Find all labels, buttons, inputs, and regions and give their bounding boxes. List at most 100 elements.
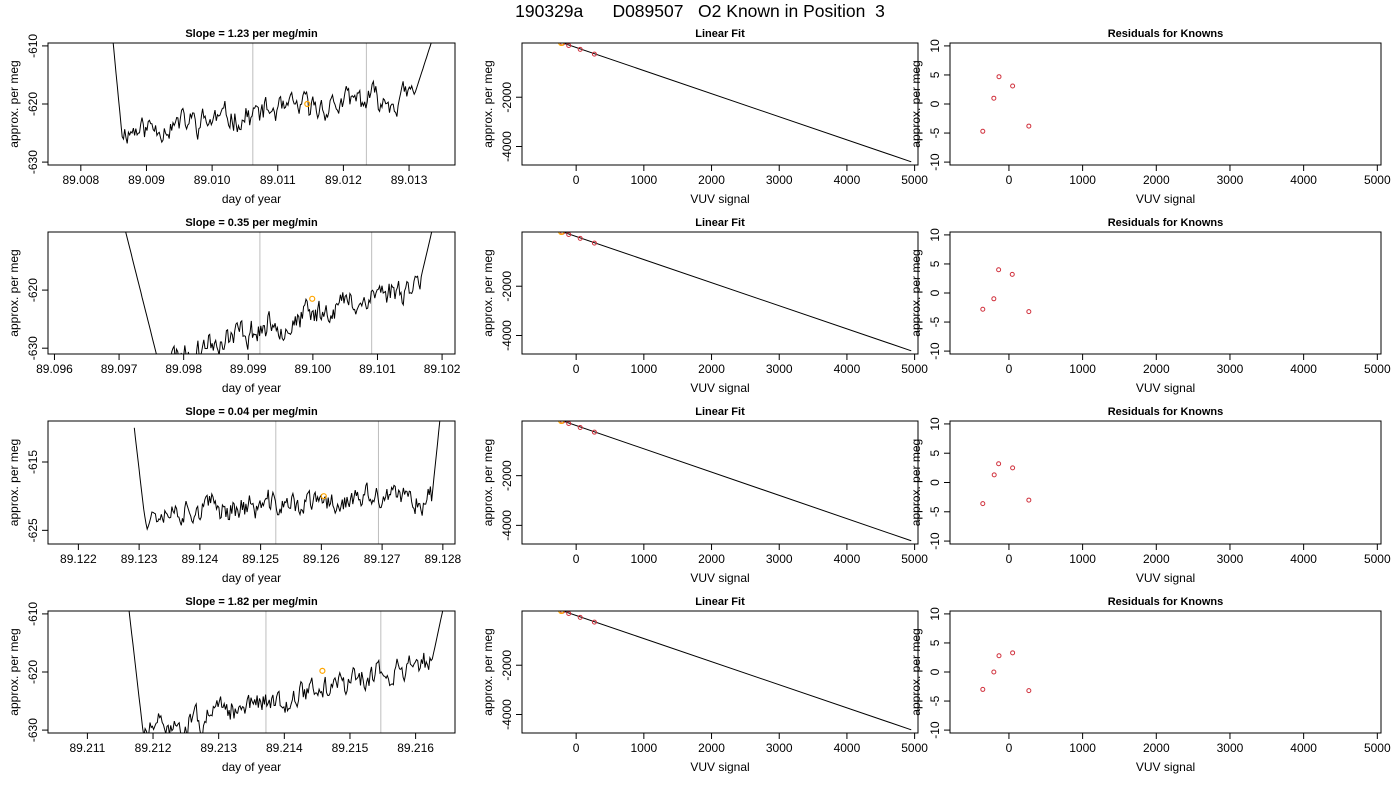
x-axis-label: day of year	[222, 381, 281, 395]
y-tick-label: -4000	[500, 510, 514, 541]
y-tick-label: -4000	[500, 699, 514, 730]
y-axis-label: approx. per meg	[481, 249, 495, 336]
chart-panel-resid-3: Residuals for Knowns 0 1000 2000 3000 4000 500…	[909, 406, 1391, 585]
x-tick-label: 0	[1006, 741, 1013, 755]
chart-panel-resid-2: Residuals for Knowns 0 1000 2000 3000 4000 500…	[909, 217, 1391, 395]
x-tick-label: 2000	[1143, 362, 1170, 376]
x-tick-label: 5000	[1364, 362, 1391, 376]
x-tick-label: 1000	[1069, 362, 1096, 376]
x-tick-label: 89.012	[325, 173, 362, 187]
chart-panel-resid-1: Residuals for Knowns 0 1000 2000 3000 4000 500…	[909, 28, 1391, 206]
sample-marker	[558, 611, 565, 615]
y-tick-label: 0	[928, 289, 942, 296]
known-point	[550, 227, 554, 231]
x-tick-label: 1000	[630, 552, 657, 566]
plot-content	[980, 267, 1032, 315]
residual-point	[991, 296, 997, 302]
x-tick-label: 89.009	[128, 173, 165, 187]
y-axis-label: approx. per meg	[7, 628, 21, 715]
y-tick-label: -625	[26, 518, 40, 542]
y-tick-label: -2000	[500, 650, 514, 681]
plot-content	[112, 43, 432, 165]
residual-point	[991, 95, 997, 101]
y-tick-label: 10	[928, 607, 942, 621]
x-axis-label: VUV signal	[690, 192, 749, 206]
chart-panel-fit-2: Linear Fit 0 1000 2000 3000 4000 5000 -2000 -400…	[481, 217, 928, 395]
panel-title: Linear Fit	[695, 596, 745, 608]
x-axis-label: day of year	[222, 571, 281, 585]
x-axis-label: day of year	[222, 192, 281, 206]
x-tick-label: 2000	[698, 173, 725, 187]
plot-content	[133, 421, 441, 544]
x-tick-label: 0	[573, 552, 580, 566]
chart-panel-fit-1: Linear Fit 0 1000 2000 3000 4000 5000 -2000 -400…	[481, 28, 928, 206]
fit-line	[561, 43, 912, 163]
y-axis-label: approx. per meg	[7, 439, 21, 526]
y-tick-label: -620	[26, 92, 40, 116]
known-point	[550, 416, 554, 420]
chart-panel-fit-3: Linear Fit 0 1000 2000 3000 4000 5000 -2000 -400…	[481, 406, 928, 585]
x-tick-label: 2000	[1143, 552, 1170, 566]
trace-line	[133, 421, 441, 531]
y-tick-label: -5	[928, 127, 942, 138]
y-tick-label: -5	[928, 695, 942, 706]
x-tick-label: 1000	[1069, 552, 1096, 566]
x-tick-label: 89.122	[60, 552, 97, 566]
residual-point	[1010, 83, 1016, 89]
y-tick-label: -615	[26, 450, 40, 474]
x-tick-label: 5000	[901, 173, 928, 187]
x-tick-label: 89.215	[332, 741, 369, 755]
x-tick-label: 89.211	[69, 741, 105, 755]
plot-content	[980, 461, 1032, 507]
y-axis-label: approx. per meg	[481, 60, 495, 147]
trace-line	[128, 611, 444, 733]
residual-point	[996, 461, 1002, 467]
x-axis-label: VUV signal	[1136, 571, 1195, 585]
residual-point	[996, 653, 1002, 659]
y-tick-label: -630	[26, 718, 40, 742]
x-axis-label: VUV signal	[690, 381, 749, 395]
x-tick-label: 89.214	[266, 741, 303, 755]
sample-marker	[558, 43, 565, 47]
x-tick-label: 2000	[698, 552, 725, 566]
sample-marker	[319, 667, 326, 674]
known-point	[577, 46, 583, 52]
x-tick-label: 0	[1006, 362, 1013, 376]
x-tick-label: 89.124	[182, 552, 219, 566]
x-tick-label: 89.213	[200, 741, 237, 755]
y-axis-label: approx. per meg	[481, 628, 495, 715]
y-tick-label: 5	[928, 639, 942, 646]
plot-content	[980, 74, 1032, 134]
sample-marker	[320, 493, 327, 500]
y-axis-label: approx. per meg	[909, 249, 923, 336]
fit-line	[561, 611, 912, 731]
x-tick-label: 2000	[1143, 741, 1170, 755]
x-tick-label: 0	[573, 741, 580, 755]
x-tick-label: 4000	[1290, 741, 1317, 755]
fit-line	[561, 232, 912, 352]
x-tick-label: 1000	[630, 173, 657, 187]
plot-frame	[521, 231, 919, 355]
x-tick-label: 89.011	[260, 173, 296, 187]
x-tick-label: 3000	[766, 741, 793, 755]
trace-line	[112, 43, 432, 144]
y-tick-label: -2000	[500, 460, 514, 491]
x-tick-label: 2000	[1143, 173, 1170, 187]
residual-point	[1010, 465, 1016, 471]
sample-marker	[558, 232, 565, 236]
y-tick-label: 5	[928, 71, 942, 78]
panel-title: Residuals for Knowns	[1108, 596, 1224, 608]
x-tick-label: 5000	[901, 741, 928, 755]
known-point	[577, 424, 583, 430]
x-tick-label: 5000	[901, 552, 928, 566]
panel-title: Slope = 1.23 per meg/min	[185, 28, 318, 40]
known-point	[550, 38, 554, 42]
residual-point	[991, 472, 997, 478]
panel-title: Linear Fit	[695, 217, 745, 229]
y-tick-label: 10	[928, 39, 942, 53]
chart-panel-trace-1: Slope = 1.23 per meg/min 89.008 89.009 89.0…	[7, 28, 456, 206]
x-tick-label: 1000	[1069, 741, 1096, 755]
plot-frame	[949, 610, 1382, 734]
plot-frame	[949, 42, 1382, 166]
